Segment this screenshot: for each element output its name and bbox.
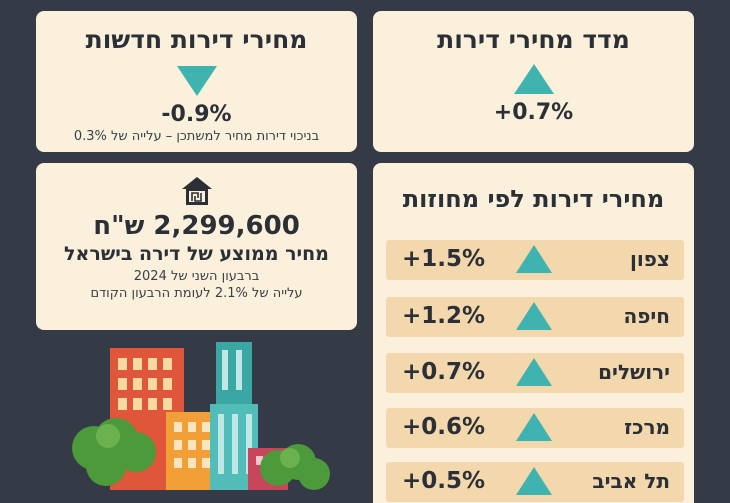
district-name: תל אביב [592,469,670,493]
triangle-up-icon [516,245,552,273]
district-change: +1.5% [402,246,486,272]
index-card-title: מדד מחירי דירות [437,25,630,54]
district-name: צפון [630,247,670,271]
average-price-period: ברבעון השני של 2024 [133,269,260,284]
new-apartments-card: מחירי דירות חדשות -0.9% בניכוי דירות מחי… [36,11,357,152]
district-row: +1.2% חיפה [386,297,684,337]
index-card: מדד מחירי דירות +0.7% [373,11,694,152]
average-price-subtitle: מחיר ממוצע של דירה בישראל [64,243,329,265]
average-price: 2,299,600 ש"ח [93,211,300,241]
triangle-up-icon [516,413,552,441]
district-change: +0.5% [402,468,486,494]
district-change: +1.2% [402,303,486,329]
district-name: ירושלים [598,360,670,384]
new-apartments-note: בניכוי דירות מחיר למשתכן – עלייה של 0.3% [73,129,320,144]
shekel-house-icon [36,175,357,211]
new-apartments-change: -0.9% [161,102,232,127]
triangle-up-icon [516,358,552,386]
city-illustration [72,342,330,490]
district-change: +0.6% [402,414,486,440]
average-price-card: 2,299,600 ש"ח מחיר ממוצע של דירה בישראל … [36,163,357,330]
district-row: +0.6% מרכז [386,408,684,448]
triangle-down-icon [176,66,217,96]
triangle-up-icon [516,467,552,495]
average-price-change-note: עלייה של 2.1% לעומת הרבעון הקודם [90,286,303,301]
district-name: מרכז [624,415,670,439]
index-change: +0.7% [493,100,574,125]
district-row: +0.7% ירושלים [386,353,684,393]
triangle-up-icon [513,64,554,94]
district-name: חיפה [623,304,670,328]
districts-title: מחירי דירות לפי מחוזות [402,185,665,213]
district-row: +0.5% תל אביב [386,462,684,502]
new-apartments-title: מחירי דירות חדשות [85,25,308,54]
district-change: +0.7% [402,359,486,385]
district-row: +1.5% צפון [386,240,684,280]
triangle-up-icon [516,302,552,330]
